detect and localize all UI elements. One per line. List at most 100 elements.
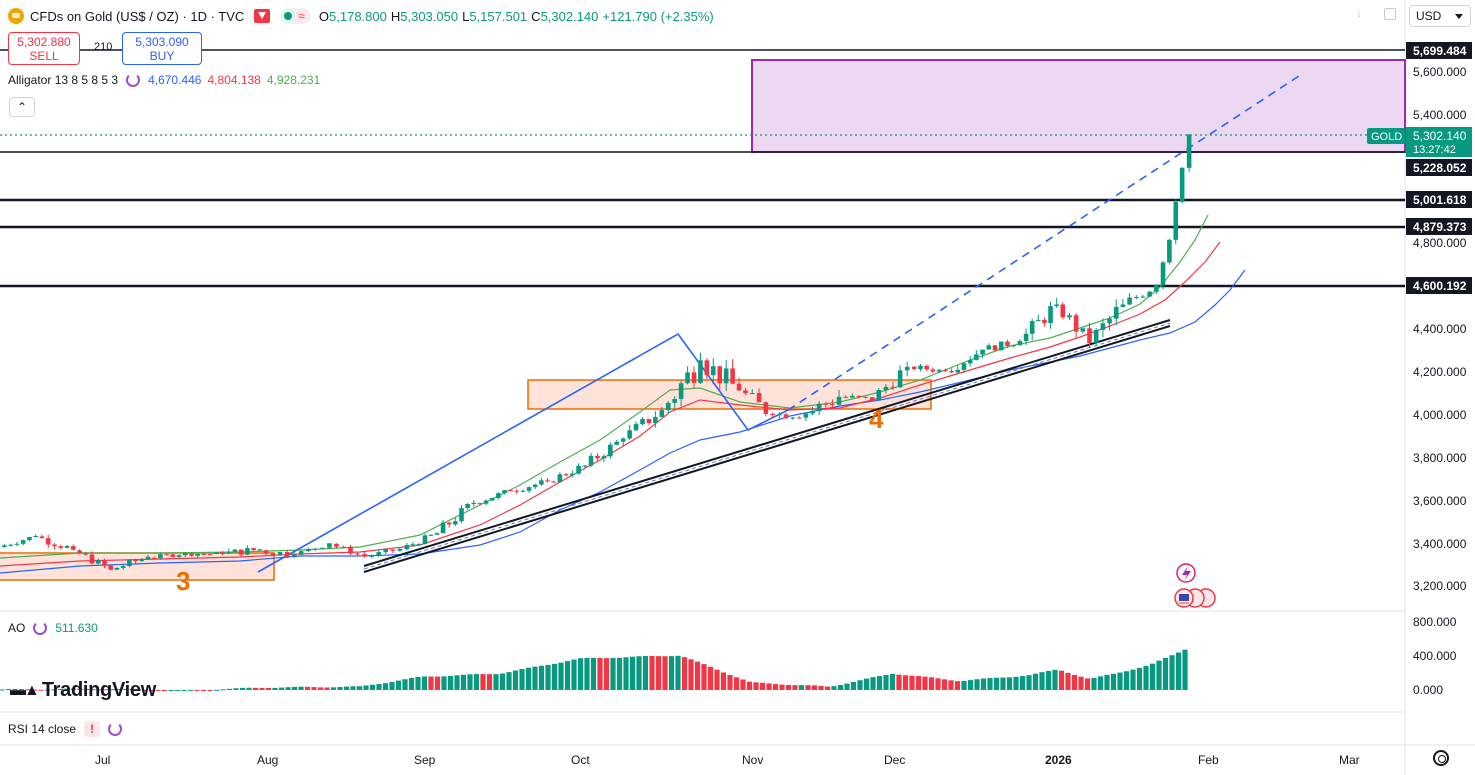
rsi-legend[interactable]: RSI 14 close ! [8, 721, 130, 737]
symbol-legend[interactable]: CFDs on Gold (US$ / OZ) · 1D · TVC ≈ O 5,… [8, 6, 714, 26]
trendline-midline [363, 322, 1171, 570]
ao-bar [330, 687, 337, 690]
settings-gear-icon[interactable] [1433, 750, 1449, 766]
collapse-legend-button[interactable]: ⌃ [9, 97, 35, 117]
ao-bar [980, 678, 987, 690]
candle-body [943, 369, 948, 372]
ao-bar [1032, 673, 1039, 690]
candle-body [108, 565, 114, 570]
level-tag-bg [1406, 42, 1472, 59]
ao-bar [1156, 660, 1162, 690]
maximize-icon[interactable] [1384, 8, 1396, 20]
candle-body [207, 553, 213, 555]
currency-select[interactable]: USD [1409, 5, 1471, 27]
price-axis[interactable]: 5,600.000 5,400.000 4,800.000 4,400.000 … [1413, 65, 1467, 593]
ao-legend[interactable]: AO 511.630 [8, 621, 98, 635]
candle-body [127, 560, 132, 567]
download-icon[interactable]: ↓ [1356, 6, 1362, 20]
candle-body [967, 359, 973, 364]
ao-bar [31, 689, 38, 691]
ao-bar [64, 688, 70, 690]
candle-body [95, 560, 101, 564]
price-tick: 5,600.000 [1413, 65, 1467, 79]
ao-bar [532, 666, 538, 690]
alligator-teeth-value: 4,804.138 [207, 73, 261, 87]
ao-bar [200, 689, 207, 691]
ao-bar [12, 688, 18, 690]
ao-bar [642, 656, 649, 690]
ao-bar [824, 686, 831, 690]
level-tag-bg [1406, 159, 1472, 176]
candle-body [961, 363, 967, 370]
ao-bar [1097, 676, 1104, 690]
close-value: 5,302.140 [540, 8, 599, 24]
candle-body [930, 369, 936, 372]
ao-bar [376, 684, 382, 690]
ao-bar [246, 687, 252, 690]
ao-bar [974, 679, 980, 690]
ao-bar [876, 676, 883, 690]
time-tick: Oct [571, 753, 590, 767]
candle-body [1173, 201, 1179, 240]
ao-bar [805, 685, 811, 690]
alligator-legend[interactable]: Alligator 13 8 5 8 5 3 4,670.446 4,804.1… [8, 73, 320, 87]
ao-bar [499, 673, 506, 690]
data-status-pill[interactable]: ≈ [280, 8, 311, 24]
candle-body [1154, 285, 1159, 292]
target-zone-box[interactable] [751, 59, 1406, 153]
candle-body [924, 365, 930, 370]
candle-body [52, 544, 57, 547]
rsi-warning-icon[interactable]: ! [84, 721, 101, 737]
buy-button[interactable]: 5,303.090 BUY [122, 32, 202, 65]
ao-bar [1175, 652, 1182, 690]
ao-bar [161, 690, 168, 691]
ao-bar [467, 674, 473, 690]
sell-price: 5,302.880 [17, 35, 71, 49]
time-tick: Aug [257, 753, 278, 767]
candle-body [465, 503, 470, 509]
time-axis[interactable]: Jul Aug Sep Oct Nov Dec 2026 Feb Mar [95, 753, 1360, 767]
economic-events-flag-icon[interactable] [1174, 588, 1216, 608]
ao-bar [0, 689, 5, 691]
ao-bar [922, 676, 928, 690]
candle-body [348, 546, 353, 554]
candle-body [1042, 319, 1047, 324]
sell-button[interactable]: 5,302.880 SELL [8, 32, 80, 65]
tradingview-logo[interactable]: ▬▲ TradingView [10, 679, 156, 702]
candlestick-series[interactable] [2, 134, 1192, 571]
alligator-teeth-line [0, 241, 1221, 567]
candle-body [45, 538, 51, 545]
ao-bar [1143, 665, 1149, 690]
candle-body [489, 497, 495, 501]
ao-bar [915, 676, 922, 690]
ao-bar [941, 679, 948, 690]
time-tick: Dec [884, 753, 905, 767]
ao-bar [421, 676, 428, 690]
ao-bar [740, 679, 746, 690]
projection-dashed-line[interactable] [787, 73, 1303, 411]
ao-histogram [0, 649, 1188, 691]
ao-bar [1071, 674, 1078, 690]
ao-bar [480, 674, 486, 690]
ao-bar [220, 689, 226, 691]
alligator-lips-line [0, 214, 1209, 559]
event-flash-icon[interactable] [1176, 563, 1196, 583]
candle-body [64, 546, 70, 548]
ao-bar [961, 680, 967, 690]
candle-body [508, 490, 513, 492]
symbol-title[interactable]: CFDs on Gold (US$ / OZ) · 1D · TVC [30, 8, 245, 24]
trendline-support-2[interactable] [363, 325, 1171, 573]
ao-bar [408, 678, 415, 690]
candle-body [1005, 341, 1010, 346]
time-tick: Nov [742, 753, 763, 767]
candle-body [170, 554, 176, 557]
candle-body [416, 544, 422, 546]
price-tick: 4,000.000 [1413, 408, 1467, 422]
ao-bar [798, 685, 805, 690]
market-closed-icon[interactable] [254, 9, 271, 23]
ao-bar [1091, 677, 1097, 690]
ao-bar [733, 677, 740, 690]
ao-bar [993, 677, 1000, 690]
trendline-support-1[interactable] [363, 319, 1171, 567]
